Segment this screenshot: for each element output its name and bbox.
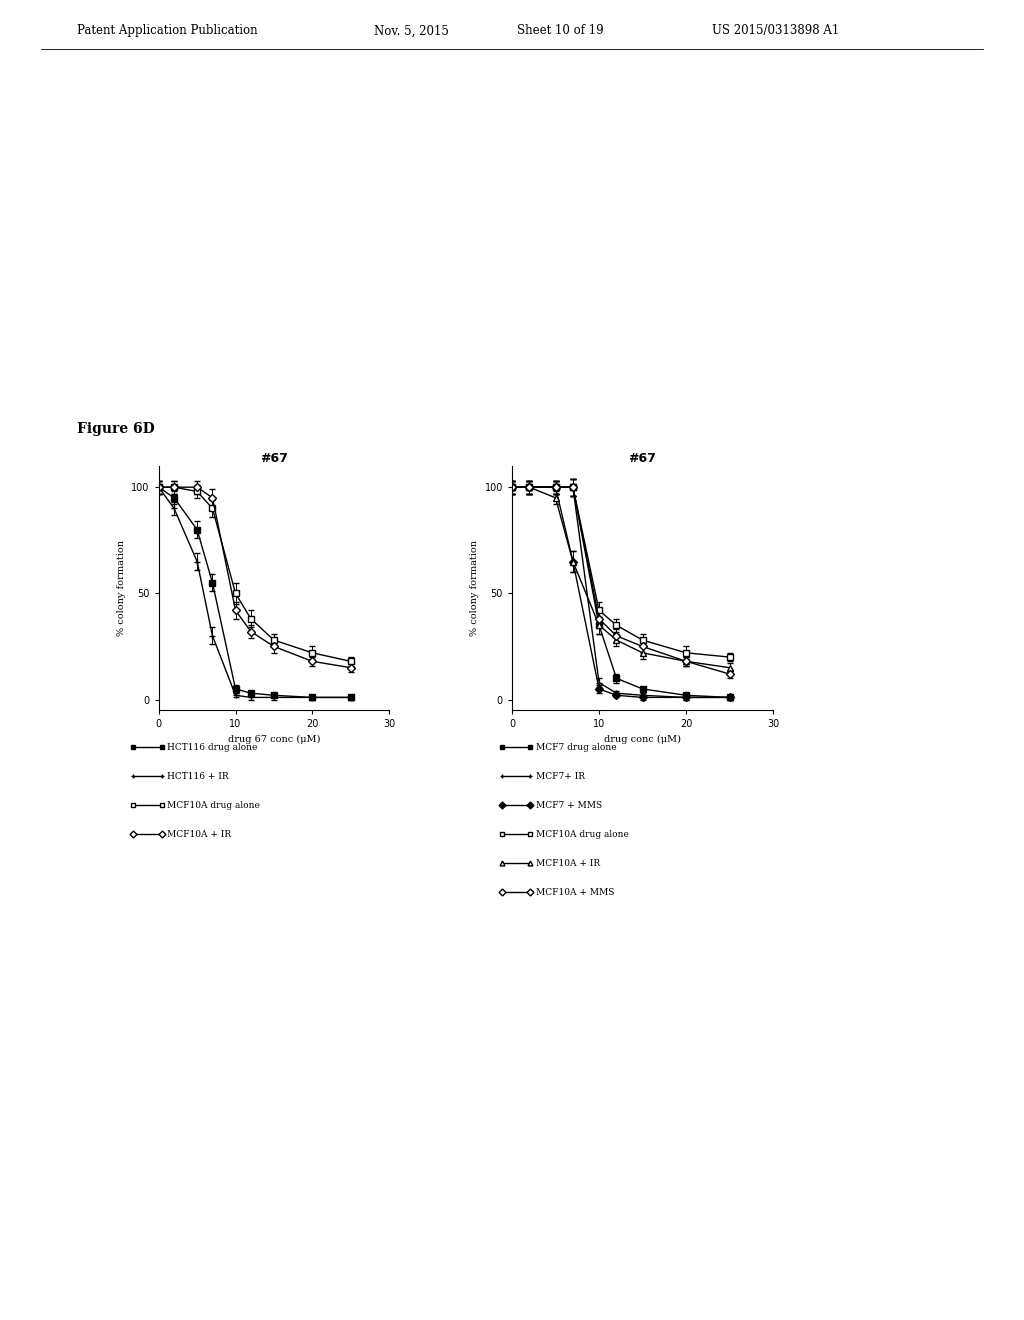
Y-axis label: % colony formation: % colony formation (470, 540, 479, 636)
Text: MCF10A + IR: MCF10A + IR (167, 830, 231, 838)
Text: MCF7 drug alone: MCF7 drug alone (536, 743, 616, 751)
Text: MCF10A + IR: MCF10A + IR (536, 859, 600, 867)
Title: #67: #67 (260, 451, 288, 465)
Text: MCF10A + MMS: MCF10A + MMS (536, 888, 614, 896)
Text: HCT116 drug alone: HCT116 drug alone (167, 743, 257, 751)
Y-axis label: % colony formation: % colony formation (117, 540, 126, 636)
Text: MCF7+ IR: MCF7+ IR (536, 772, 585, 780)
Text: Figure 6D: Figure 6D (77, 422, 155, 436)
Title: #67: #67 (629, 451, 656, 465)
Text: HCT116 + IR: HCT116 + IR (167, 772, 228, 780)
Text: MCF10A drug alone: MCF10A drug alone (167, 801, 260, 809)
Text: Sheet 10 of 19: Sheet 10 of 19 (517, 24, 604, 37)
Text: US 2015/0313898 A1: US 2015/0313898 A1 (712, 24, 839, 37)
Text: Patent Application Publication: Patent Application Publication (77, 24, 257, 37)
Text: MCF10A drug alone: MCF10A drug alone (536, 830, 629, 838)
Text: Nov. 5, 2015: Nov. 5, 2015 (374, 24, 449, 37)
X-axis label: drug 67 conc (μM): drug 67 conc (μM) (227, 735, 321, 744)
Text: MCF7 + MMS: MCF7 + MMS (536, 801, 602, 809)
X-axis label: drug conc (μM): drug conc (μM) (604, 735, 681, 744)
